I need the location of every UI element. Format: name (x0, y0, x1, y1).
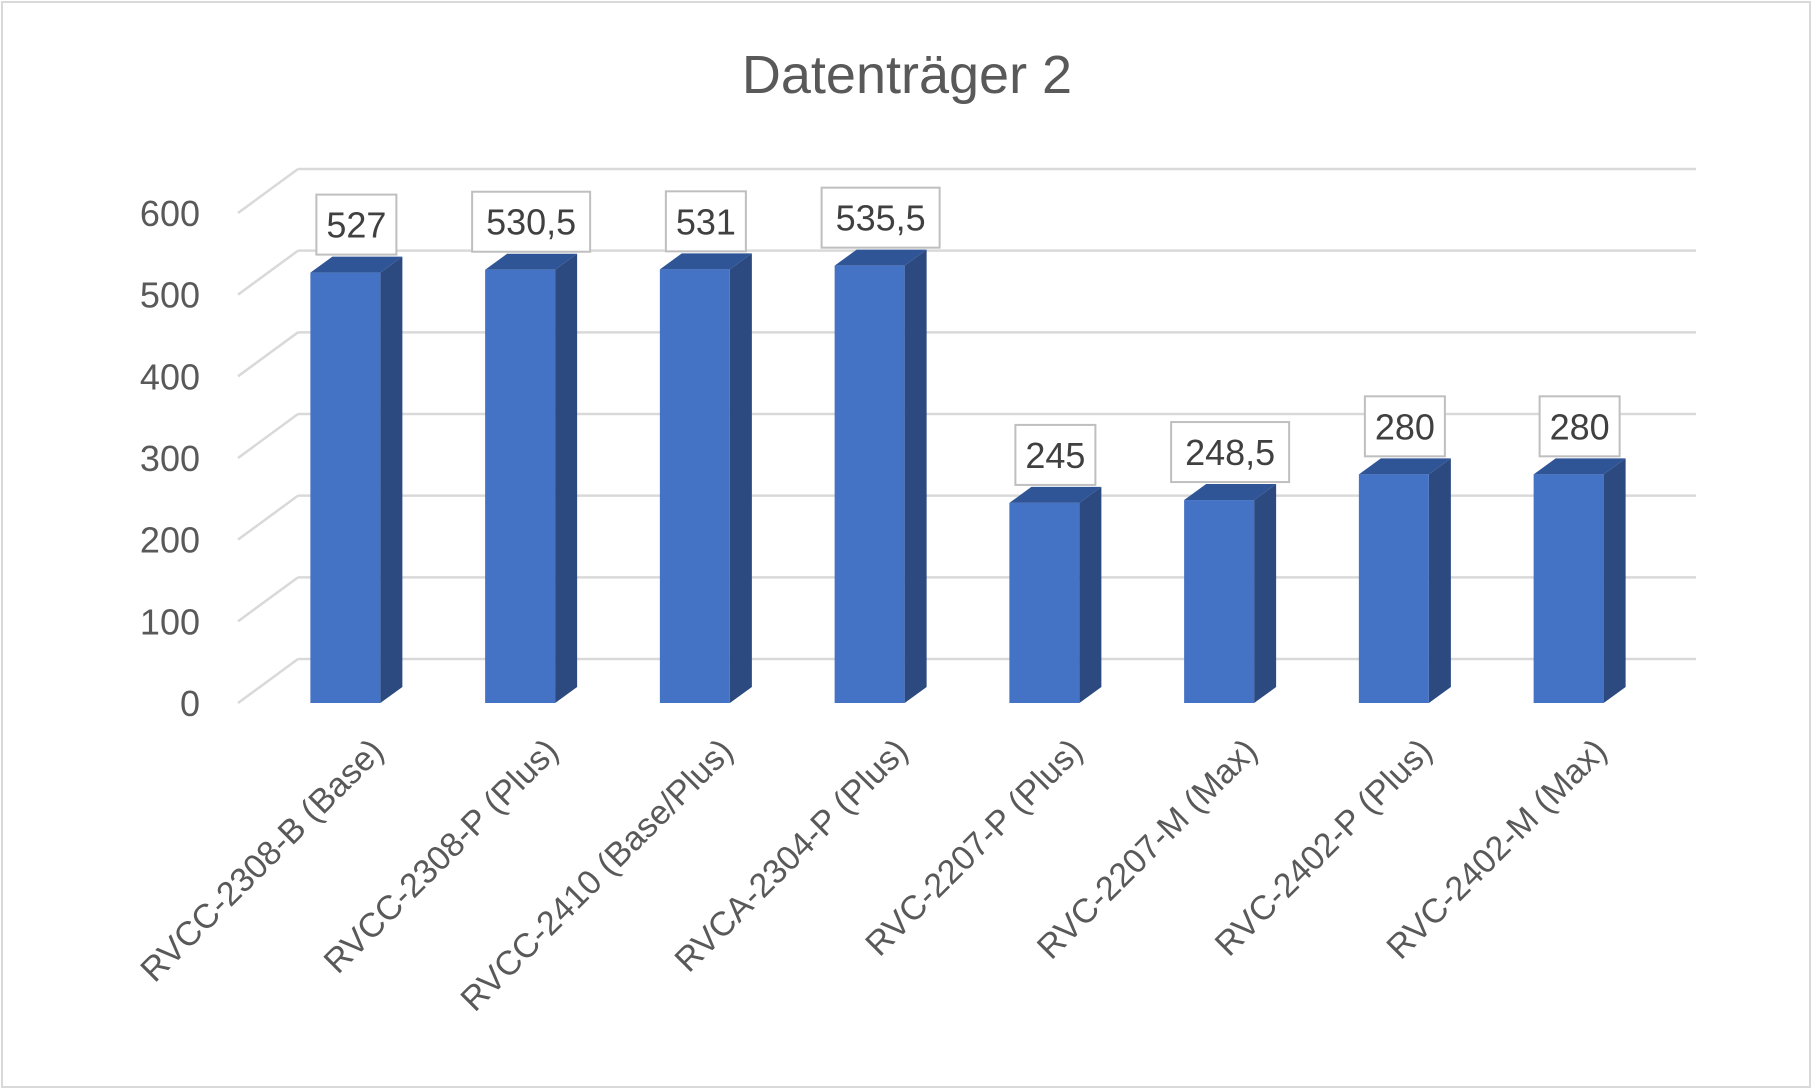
bar-top (1184, 484, 1277, 501)
data-label-box (664, 190, 747, 253)
bars (310, 249, 1626, 703)
x-axis-labels: RVCC-2308-B (Base)RVCC-2308-P (Plus)RVCC… (133, 732, 1614, 1019)
bar-side (1079, 486, 1102, 703)
data-label-box (471, 190, 592, 253)
gridlines (237, 167, 1696, 705)
gridline-diagonal (237, 576, 299, 623)
gridline-diagonal (237, 331, 299, 378)
bar-side (729, 253, 752, 703)
gridline-diagonal (237, 167, 299, 214)
data-labels: 527 530,5 531 535,5 245 248,5 280 280 (315, 186, 1621, 486)
bar-side (1603, 458, 1626, 703)
bar (659, 269, 730, 703)
y-tick-label: 300 (140, 438, 200, 479)
y-tick-label: 600 (140, 193, 200, 234)
bar-side (380, 256, 403, 703)
y-tick-label: 400 (140, 356, 200, 397)
y-tick-label: 0 (180, 683, 200, 724)
bar-side (555, 253, 578, 703)
chart-title: Datenträger 2 (741, 45, 1073, 105)
data-label-box (1538, 395, 1621, 458)
y-tick-label: 200 (140, 520, 200, 561)
gridline-diagonal (237, 412, 299, 459)
data-label-box (1014, 423, 1097, 486)
data-label-box (1170, 421, 1291, 484)
bar (1533, 474, 1604, 703)
bar (485, 269, 556, 703)
bar-top (834, 249, 927, 266)
data-label: 245 (1025, 435, 1085, 476)
bar (1184, 500, 1255, 703)
data-label-box (315, 193, 398, 256)
bar-side (904, 249, 927, 703)
bar-top (1358, 458, 1451, 475)
bar-top (485, 253, 578, 270)
bar-side (1254, 484, 1277, 703)
data-label: 280 (1550, 406, 1610, 447)
data-label: 248,5 (1185, 432, 1275, 473)
gridline-diagonal (237, 657, 299, 705)
y-tick-label: 500 (140, 275, 200, 316)
y-axis-ticks: 0 100 200 300 400 500 600 (140, 193, 200, 724)
bar-top (310, 256, 403, 273)
data-label: 527 (326, 205, 386, 246)
data-label-box (1363, 395, 1446, 458)
bar-side (1428, 458, 1451, 703)
data-label: 531 (676, 201, 736, 242)
bar (1358, 474, 1429, 703)
gridline-diagonal (237, 249, 299, 296)
data-label: 535,5 (836, 198, 926, 239)
bar (834, 265, 905, 703)
bar (1009, 502, 1080, 703)
bar (310, 272, 381, 703)
data-label: 280 (1375, 406, 1435, 447)
bar-top (1009, 486, 1102, 503)
y-tick-label: 100 (140, 601, 200, 642)
data-label: 530,5 (486, 202, 576, 243)
bar-top (659, 253, 752, 270)
data-label-box (820, 186, 941, 249)
gridline-diagonal (237, 494, 299, 541)
bar-top (1533, 458, 1626, 475)
